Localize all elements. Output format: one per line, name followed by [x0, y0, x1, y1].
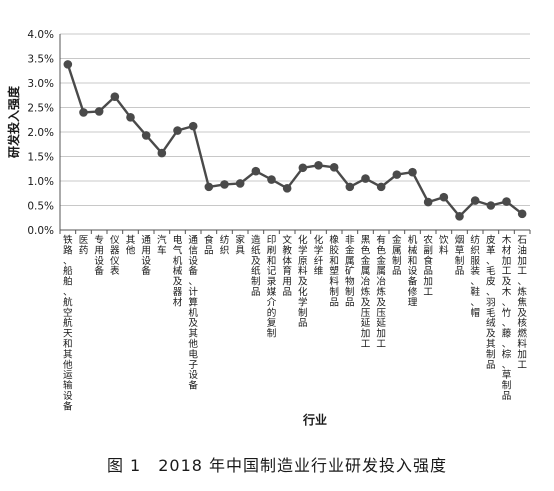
- y-tick-label: 0.5%: [27, 201, 54, 213]
- data-point: [63, 60, 73, 69]
- x-tick-label: 橡胶和塑料制品: [329, 234, 339, 308]
- data-point: [251, 166, 261, 176]
- y-tick-label: 0.0%: [27, 225, 54, 237]
- data-point: [314, 161, 323, 170]
- data-point: [94, 107, 104, 116]
- x-tick-label: 造纸及纸制品: [251, 234, 261, 298]
- x-tick-label: 专用设备: [94, 234, 104, 277]
- y-tick-label: 3.5%: [27, 54, 54, 66]
- x-tick-label: 石油加工、炼焦及核燃料加工: [517, 235, 527, 371]
- x-tick-label: 印刷和记录媒介的复制: [267, 234, 277, 340]
- x-tick-label: 机械和设备修理: [408, 234, 418, 308]
- data-point: [157, 148, 167, 158]
- x-tick-label: 通用设备: [141, 235, 151, 277]
- data-point: [235, 179, 245, 188]
- gridlines: [60, 33, 530, 206]
- data-point: [376, 182, 386, 192]
- data-point: [282, 184, 292, 193]
- x-tick-label: 纺织服装、鞋、帽: [470, 234, 480, 319]
- data-point: [79, 108, 88, 117]
- x-tick-label: 金属制品: [392, 234, 402, 277]
- x-tick-label: 非金属矿物制品: [345, 234, 355, 308]
- x-tick-label: 家具: [235, 234, 245, 256]
- x-tick-label: 农副食品加工: [423, 234, 433, 298]
- series-line: [66, 64, 523, 218]
- data-point: [486, 201, 496, 210]
- x-tick-label: 汽车: [157, 234, 167, 256]
- data-point: [141, 131, 151, 140]
- data-point: [345, 182, 355, 192]
- data-point: [392, 170, 402, 179]
- data-point: [126, 113, 135, 122]
- data-point: [408, 167, 417, 177]
- y-tick-label: 2.5%: [27, 103, 54, 115]
- x-tick-label: 黑色金属冶炼及压延加工: [361, 235, 371, 350]
- x-tick-label: 仪器仪表: [110, 235, 120, 277]
- data-point: [204, 182, 214, 192]
- axes: [59, 34, 531, 234]
- x-tick-label: 皮革、毛皮、羽毛绒及其制品: [486, 234, 496, 371]
- x-tick-label: 木材加工及木、竹、藤、棕、草制品: [502, 234, 512, 402]
- x-tick-label: 电气机械及器材: [173, 234, 183, 308]
- data-point: [423, 197, 433, 207]
- x-tick-label: 医药: [79, 235, 89, 256]
- data-point: [455, 211, 464, 221]
- data-point: [267, 175, 276, 184]
- x-tick-label: 食品: [204, 234, 214, 256]
- data-point: [502, 197, 511, 206]
- x-tick-labels: 铁路、船舶、航空航天和其他运输设备医药专用设备仪器仪表其他通用设备汽车电气机械及…: [63, 234, 527, 412]
- y-tick-labels: 0.0% 0.5% 1.0% 1.5% 2.0% 2.5% 3.0% 3.5% 4.0%: [27, 29, 54, 237]
- y-tick-label: 4.0%: [27, 29, 54, 41]
- data-point: [110, 92, 120, 102]
- data-point: [361, 174, 370, 183]
- data-point: [173, 126, 182, 135]
- x-tick-label: 化学原料及化学制品: [298, 234, 308, 329]
- x-tick-label: 饮料: [439, 234, 449, 256]
- data-point: [188, 121, 198, 131]
- x-axis-title: 行业: [302, 412, 327, 427]
- x-tick-label: 烟草制品: [455, 234, 465, 277]
- y-tick-label: 2.0%: [27, 127, 54, 139]
- y-tick-label: 3.0%: [27, 78, 54, 90]
- y-tick-label: 1.0%: [27, 176, 54, 188]
- x-tick-label: 纺织: [220, 234, 230, 256]
- data-point: [298, 163, 308, 173]
- x-tick-label: 铁路、船舶、航空航天和其他运输设备: [63, 234, 73, 412]
- data-point: [329, 162, 339, 172]
- x-tick-label: 文教体育用品: [282, 234, 292, 298]
- figure-caption: 图 1 2018 年中国制造业行业研发投入强度: [106, 456, 448, 475]
- data-point: [517, 209, 527, 219]
- y-tick-label: 1.5%: [27, 152, 54, 164]
- x-tick-label: 通信设备、计算机及其他电子设备: [188, 235, 198, 392]
- data-point: [439, 192, 449, 202]
- data-point: [470, 196, 480, 205]
- data-point: [220, 180, 229, 189]
- x-tick-label: 有色金属冶炼及压延加工: [376, 234, 386, 350]
- y-axis-title: 研发投入强度: [6, 85, 21, 158]
- series-line-group: [63, 60, 527, 221]
- x-tick-label: 其他: [126, 235, 136, 256]
- x-tick-label: 化学纤维: [314, 234, 324, 277]
